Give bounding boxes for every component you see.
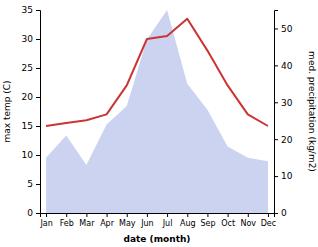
tick-mark [167, 213, 168, 217]
tick: May [119, 213, 136, 228]
tick: 35 [22, 5, 40, 15]
tick: Mar [79, 213, 95, 228]
tick-label: Apr [100, 219, 115, 228]
x-axis: Jan Feb Mar Apr May Jun Jul Aug Sep Oct Nov Dec [39, 213, 276, 228]
tick-label: 10 [281, 171, 293, 181]
tick-mark [36, 213, 40, 214]
tick-label: 0 [281, 208, 287, 218]
tick-label: 40 [281, 61, 293, 71]
tick-label: Nov [240, 219, 256, 228]
tick: Oct [221, 213, 235, 228]
tick-label: 0 [27, 208, 33, 218]
tick: 0 [27, 208, 40, 218]
tick-label: 30 [281, 98, 293, 108]
tick: Aug [180, 213, 196, 228]
tick-mark [228, 213, 229, 217]
tick: Sep [200, 213, 215, 228]
axis-line [275, 11, 279, 214]
tick: 10 [274, 171, 293, 181]
tick-label: 50 [281, 24, 293, 34]
tick: 0 [274, 208, 287, 218]
tick-label: 20 [22, 92, 34, 102]
tick-mark [107, 213, 108, 217]
tick-mark [66, 213, 67, 217]
tick-label: Jun [140, 219, 154, 228]
tick: 5 [27, 179, 40, 189]
tick-label: 35 [22, 5, 33, 15]
tick-mark [274, 139, 278, 140]
tick-mark [248, 213, 249, 217]
tick-mark [36, 97, 40, 98]
tick-label: May [119, 219, 136, 228]
tick-label: Jul [162, 219, 173, 228]
tick-label: 5 [27, 179, 33, 189]
tick: Jun [140, 213, 154, 228]
tick-label: 25 [22, 63, 33, 73]
tick-mark [274, 176, 278, 177]
axis-line [36, 11, 41, 214]
tick-label: Dec [261, 219, 276, 228]
tick-mark [274, 102, 278, 103]
tick-label: Sep [200, 219, 215, 228]
tick: 10 [22, 150, 40, 160]
tick: Jul [162, 213, 173, 228]
tick: 40 [274, 61, 293, 71]
tick-mark [36, 39, 40, 40]
tick-label: 30 [22, 34, 34, 44]
tick-mark [147, 213, 148, 217]
tick-mark [274, 213, 278, 214]
tick: Feb [60, 213, 74, 228]
tick-label: 15 [22, 121, 33, 131]
tick: 15 [22, 121, 40, 131]
tick-mark [207, 213, 208, 217]
tick: Apr [100, 213, 115, 228]
tick-mark [187, 213, 188, 217]
chart: Jan Feb Mar Apr May Jun Jul Aug Sep Oct Nov Dec 0 5 10… [0, 0, 318, 247]
tick-label: Jan [39, 219, 52, 228]
tick-mark [46, 213, 47, 217]
tick-mark [274, 28, 278, 29]
x-axis-title: date (month) [124, 234, 191, 244]
tick: 20 [274, 135, 293, 145]
tick-mark [36, 184, 40, 185]
tick-label: 20 [281, 135, 293, 145]
tick-label: 10 [22, 150, 34, 160]
tick-mark [36, 155, 40, 156]
y2-axis: 0 10 20 30 40 50 [274, 11, 293, 219]
tick-mark [274, 65, 278, 66]
tick-mark [127, 213, 128, 217]
tick: Nov [240, 213, 256, 228]
y2-axis-title: med. precipitation (kg/m2) [307, 51, 317, 172]
tick: 50 [274, 24, 293, 34]
tick: 20 [22, 92, 40, 102]
tick: 30 [22, 34, 40, 44]
plot-area [46, 10, 268, 213]
tick-mark [36, 10, 40, 11]
tick: 25 [22, 63, 40, 73]
line [46, 19, 268, 126]
tick: Dec [261, 213, 276, 228]
tick-label: Aug [180, 219, 196, 228]
y-axis: 0 5 10 15 20 25 30 35 [22, 5, 41, 218]
tick-label: Oct [221, 219, 235, 228]
tick-mark [268, 213, 269, 217]
tick-mark [86, 213, 87, 217]
tick-mark [36, 68, 40, 69]
tick: 30 [274, 98, 293, 108]
area [46, 10, 268, 213]
tick-label: Feb [60, 219, 74, 228]
tick-mark [36, 126, 40, 127]
y-axis-title: max temp (C) [2, 80, 12, 142]
axis-line [41, 214, 275, 218]
tick-label: Mar [79, 219, 95, 228]
tick: Jan [39, 213, 52, 228]
